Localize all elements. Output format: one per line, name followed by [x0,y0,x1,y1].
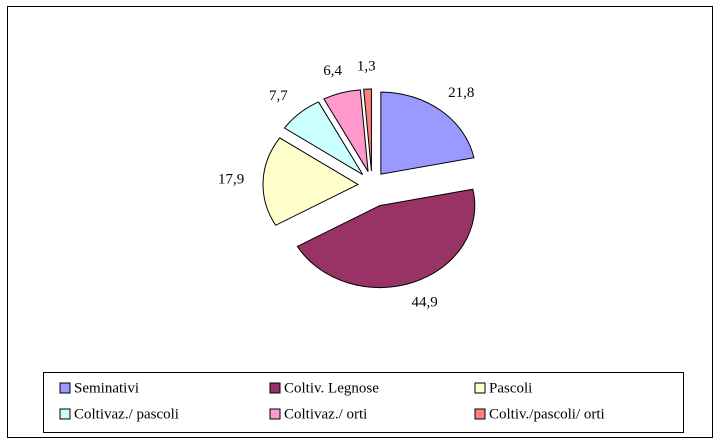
data-label: 44,9 [412,294,438,310]
legend-swatch [59,382,71,394]
pie-slice [296,188,476,289]
data-label: 6,4 [323,63,342,79]
legend-swatch [269,382,281,394]
legend-frame [43,372,684,433]
legend-label: Coltivaz./ pascoli [74,406,179,422]
legend-label: Coltiv./pascoli/ orti [489,406,605,422]
pie-slice [262,137,360,226]
legend-swatch [269,408,281,420]
data-label: 17,9 [218,172,244,188]
pie-slice [323,89,369,172]
pie-slice [363,88,372,172]
legend-swatch [59,408,71,420]
legend-swatch [474,382,486,394]
legend-swatch [474,408,486,420]
legend-label: Coltivaz./ orti [284,406,367,422]
data-label: 1,3 [357,59,376,75]
pie-slice [283,101,364,175]
data-label: 7,7 [269,88,288,104]
legend-label: Pascoli [489,380,532,396]
pie-slice [380,91,475,175]
data-label: 21,8 [448,85,474,101]
legend-label: Coltiv. Legnose [284,380,379,396]
legend-label: Seminativi [74,380,139,396]
